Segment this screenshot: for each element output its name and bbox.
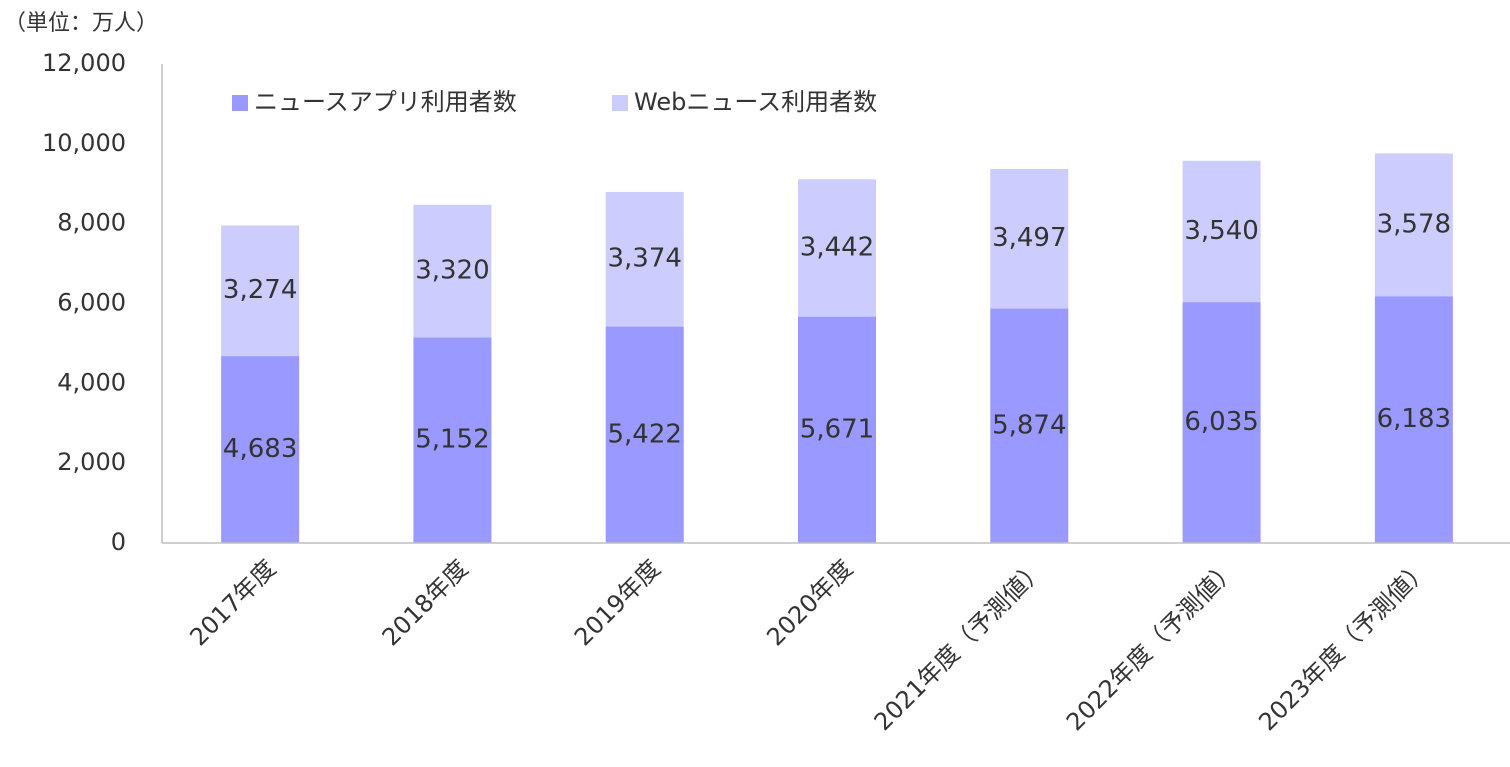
legend-swatch	[232, 95, 248, 111]
legend-label: ニュースアプリ利用者数	[254, 88, 517, 116]
bar-segment	[605, 326, 684, 543]
x-tick-label: 2018年度	[377, 554, 474, 651]
bar-segment	[990, 168, 1069, 309]
legend-label: Webニュース利用者数	[634, 88, 877, 116]
x-tick-label: 2019年度	[569, 554, 666, 651]
legend-swatch	[612, 95, 628, 111]
bar-segment	[221, 225, 300, 357]
x-tick-label: 2017年度	[184, 554, 281, 651]
y-tick-label: 2,000	[57, 448, 126, 476]
data-label: 5,671	[800, 414, 874, 444]
bar-segment	[413, 337, 492, 543]
data-label: 3,274	[223, 275, 297, 305]
data-label: 5,152	[415, 425, 489, 455]
y-tick-label: 8,000	[57, 209, 126, 237]
unit-label: （単位：万人）	[4, 11, 158, 36]
bar-segment	[605, 191, 684, 327]
bar-segment	[1182, 302, 1261, 543]
data-label: 6,035	[1184, 407, 1258, 437]
x-tick-label: 2022年度（予測値）	[1061, 554, 1243, 736]
y-tick-label: 6,000	[57, 289, 126, 317]
data-label: 3,578	[1377, 209, 1451, 239]
data-label: 5,422	[607, 419, 681, 449]
bar-segment	[221, 356, 300, 543]
data-label: 3,540	[1184, 216, 1258, 246]
bar-segment	[798, 316, 876, 543]
bar-segment	[1374, 153, 1453, 297]
bar-segment	[1374, 296, 1453, 543]
bar-segment	[798, 179, 876, 317]
bar-segment	[413, 204, 492, 338]
data-label: 6,183	[1377, 404, 1451, 434]
data-label: 3,442	[800, 232, 874, 262]
y-tick-label: 10,000	[42, 129, 126, 157]
x-tick-label: 2023年度（予測値）	[1253, 554, 1435, 736]
data-label: 5,874	[992, 410, 1066, 440]
y-tick-label: 12,000	[42, 49, 126, 77]
x-tick-label: 2021年度（予測値）	[869, 554, 1051, 736]
data-label: 3,497	[992, 223, 1066, 253]
x-tick-label: 2020年度	[761, 554, 858, 651]
bar-segment	[1182, 160, 1261, 303]
data-label: 3,320	[415, 256, 489, 286]
data-label: 3,374	[607, 244, 681, 274]
data-label: 4,683	[223, 434, 297, 464]
bar-segment	[990, 308, 1069, 543]
y-tick-label: 4,000	[57, 368, 126, 396]
y-tick-label: 0	[111, 528, 126, 556]
